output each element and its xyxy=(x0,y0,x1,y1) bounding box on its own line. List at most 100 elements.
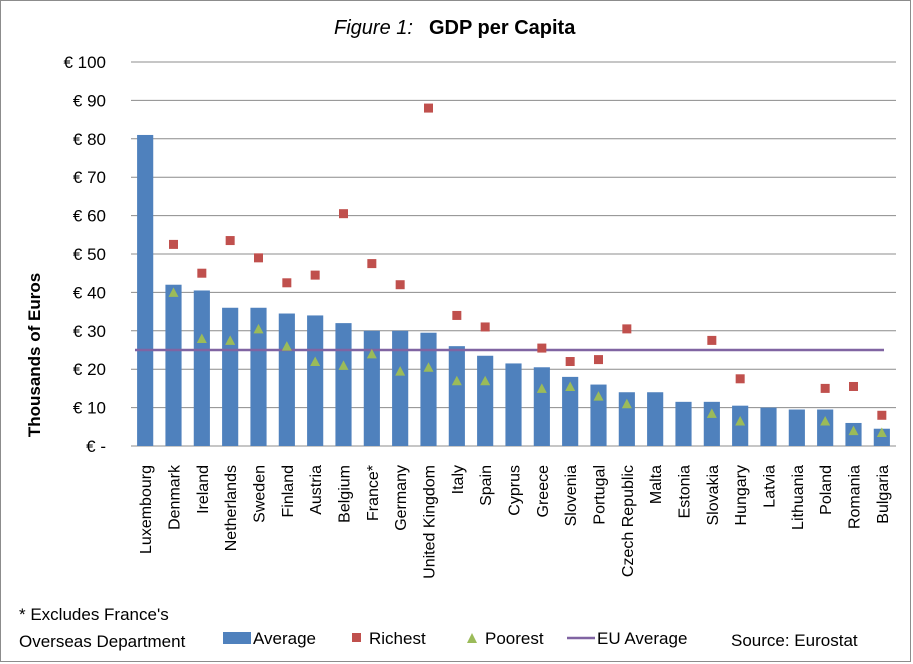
poorest-marker xyxy=(338,360,349,370)
footnote-line-2: Overseas Department xyxy=(19,632,186,651)
legend-label-average: Average xyxy=(253,629,316,648)
x-category-label: Romania xyxy=(847,465,864,529)
richest-marker xyxy=(820,383,830,393)
bar-finland xyxy=(278,313,295,446)
bar-series-average xyxy=(137,134,890,446)
x-category-label: Lithuania xyxy=(790,465,807,530)
poorest-marker xyxy=(848,425,859,436)
bar-bulgaria xyxy=(873,428,890,446)
bar-malta xyxy=(647,392,664,446)
x-category-label: Italy xyxy=(450,465,467,494)
x-category-label: Austria xyxy=(308,465,325,515)
bar-denmark xyxy=(165,284,182,446)
poorest-marker xyxy=(820,416,831,426)
poorest-marker xyxy=(366,348,377,359)
richest-marker xyxy=(452,310,462,320)
poorest-marker xyxy=(536,383,547,393)
poorest-marker xyxy=(593,391,604,401)
x-category-label: Slovenia xyxy=(563,465,580,526)
marker-series-poorest xyxy=(168,287,887,438)
legend-label-richest: Richest xyxy=(369,629,426,648)
poorest-marker xyxy=(395,366,406,376)
richest-marker xyxy=(565,357,575,367)
x-category-label: Luxembourg xyxy=(138,465,155,554)
bar-austria xyxy=(307,315,324,446)
richest-marker xyxy=(480,322,490,332)
richest-marker xyxy=(537,343,547,353)
richest-marker xyxy=(225,236,235,246)
bar-cyprus xyxy=(505,363,522,446)
x-category-label: Portugal xyxy=(592,465,609,525)
x-category-label: Sweden xyxy=(252,465,269,523)
x-category-label: Poland xyxy=(818,465,835,515)
richest-marker xyxy=(594,355,603,365)
x-category-label: Netherlands xyxy=(223,465,240,551)
x-category-label: Bulgaria xyxy=(875,465,892,524)
poorest-marker xyxy=(480,375,491,386)
poorest-marker xyxy=(168,287,179,297)
bar-poland xyxy=(817,409,834,446)
bar-hungary xyxy=(732,405,749,446)
x-category-labels: Luxembourg Denmark Ireland Netherlands Swede… xyxy=(138,464,892,579)
poorest-marker xyxy=(876,427,887,438)
richest-marker xyxy=(169,239,178,249)
legend-label-eu-average: EU Average xyxy=(597,629,687,648)
bar-spain xyxy=(477,355,494,446)
bar-estonia xyxy=(675,401,692,446)
x-category-label: Greece xyxy=(535,465,552,518)
richest-marker xyxy=(707,335,717,345)
y-tick-label: € 70 xyxy=(73,168,106,187)
poorest-marker xyxy=(706,408,717,418)
y-tick-label: € - xyxy=(86,437,106,456)
bar-latvia xyxy=(760,407,777,446)
bar-italy xyxy=(448,346,465,446)
poorest-marker xyxy=(735,416,746,426)
x-category-label: Belgium xyxy=(337,465,354,523)
y-tick-label: € 60 xyxy=(73,207,106,226)
richest-marker xyxy=(849,381,858,391)
x-category-label: Latvia xyxy=(762,465,779,508)
bar-slovakia xyxy=(703,401,720,446)
bar-netherlands xyxy=(222,307,239,446)
chart-title-prefix: Figure 1: xyxy=(334,17,413,39)
poorest-marker xyxy=(196,333,207,343)
y-tick-label: € 30 xyxy=(73,322,106,341)
bar-france- xyxy=(363,330,380,446)
x-category-label: Cyprus xyxy=(507,465,524,516)
x-category-label: Germany xyxy=(393,465,410,531)
bar-belgium xyxy=(335,323,352,446)
richest-marker xyxy=(424,103,433,113)
source-note: Source: Eurostat xyxy=(731,631,858,650)
x-category-label: Finland xyxy=(280,465,297,517)
richest-marker xyxy=(622,324,632,334)
richest-marker xyxy=(735,374,745,384)
richest-marker xyxy=(310,270,320,280)
richest-marker xyxy=(367,259,377,269)
legend-swatch-poorest xyxy=(467,633,477,643)
richest-marker xyxy=(877,410,887,420)
poorest-marker xyxy=(621,398,632,409)
y-axis-label: Thousands of Euros xyxy=(25,273,44,437)
poorest-marker xyxy=(423,362,434,372)
poorest-marker xyxy=(225,335,236,345)
bar-slovenia xyxy=(562,376,579,446)
x-category-label: Spain xyxy=(478,465,495,506)
y-tick-labels: € - € 10 € 20 € 30 € 40 € 50 € 60 € 70 € 80 € 90 €… xyxy=(63,53,106,456)
y-tick-label: € 100 xyxy=(63,53,106,72)
richest-marker xyxy=(197,268,207,278)
poorest-marker xyxy=(253,323,264,334)
poorest-marker xyxy=(565,381,576,391)
bar-ireland xyxy=(193,290,210,446)
y-tick-label: € 90 xyxy=(73,91,106,110)
legend-swatch-richest xyxy=(352,633,361,642)
legend: Average Richest Poorest EU Average xyxy=(223,629,687,648)
x-category-label: Denmark xyxy=(167,464,184,530)
bar-lithuania xyxy=(788,409,805,446)
bar-united-kingdom xyxy=(420,332,437,446)
x-category-label: Ireland xyxy=(195,465,212,514)
richest-marker xyxy=(254,253,263,263)
bar-sweden xyxy=(250,307,267,446)
legend-swatch-average xyxy=(223,632,251,644)
